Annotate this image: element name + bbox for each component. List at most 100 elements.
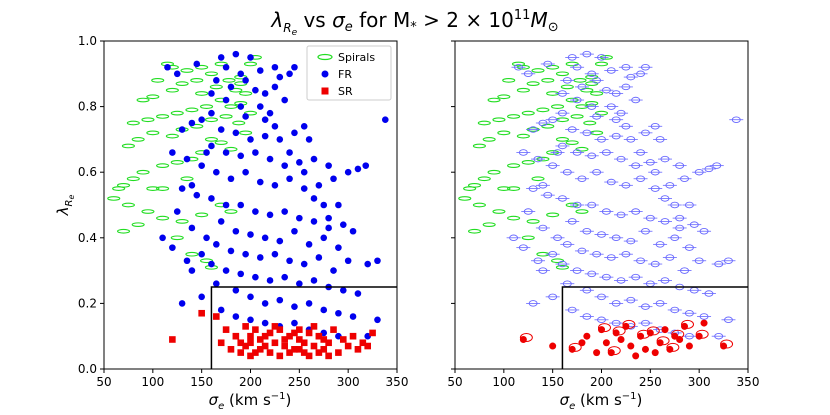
- fr-point: [325, 224, 332, 232]
- spiral-point: [239, 130, 253, 136]
- fr-point: [621, 63, 631, 71]
- fr-point: [694, 168, 704, 176]
- fr-point: [699, 313, 709, 320]
- legend-fr-marker: [321, 70, 329, 78]
- fr-point: [538, 182, 548, 189]
- sr-point: [602, 339, 610, 347]
- fr-point: [354, 165, 362, 173]
- fr-point: [286, 175, 293, 183]
- fr-point: [675, 214, 685, 222]
- fr-point: [572, 63, 582, 71]
- fr-point: [335, 201, 342, 209]
- fr-point: [597, 293, 606, 301]
- fr-point: [198, 250, 205, 258]
- left-y-ticks: 0.0 0.2 0.4 0.6 0.8 1.0: [78, 34, 104, 376]
- right-x-tick-label: 200: [590, 375, 613, 389]
- spiral-point: [126, 120, 140, 126]
- fr-point: [528, 185, 538, 192]
- sr-point: [266, 329, 274, 337]
- fr-point: [208, 195, 215, 202]
- fr-point: [660, 218, 670, 225]
- fr-point: [198, 116, 205, 124]
- fr-point: [320, 234, 328, 242]
- spiral-point: [516, 87, 530, 93]
- left-panel: 50 100 150 200 250 300 350 0.00.20.40.60.81.0 …: [54, 34, 408, 412]
- spiral-point: [224, 104, 238, 109]
- sr-point: [247, 352, 254, 360]
- fr-point: [582, 227, 592, 235]
- fr-point: [538, 267, 548, 274]
- sr-point: [627, 342, 635, 350]
- sr-point: [607, 349, 615, 357]
- spiral-point: [209, 84, 223, 90]
- chart-title: λRe vs σe for M* > 2 × 1011M⊙: [270, 8, 558, 38]
- fr-point: [305, 136, 313, 143]
- fr-point: [636, 257, 646, 265]
- spiral-point: [521, 110, 535, 116]
- sr-point: [369, 329, 376, 337]
- spiral-point: [583, 120, 597, 126]
- fr-point: [217, 306, 225, 314]
- fr-point: [611, 234, 621, 242]
- fr-point: [714, 332, 724, 340]
- sr-point: [310, 323, 318, 330]
- fr-point: [670, 201, 680, 209]
- fr-point: [256, 67, 264, 74]
- sr-point: [320, 336, 328, 343]
- fr-point: [252, 208, 259, 215]
- fr-point: [271, 250, 279, 258]
- fr-point: [271, 83, 279, 91]
- spiral-point: [590, 91, 604, 96]
- fr-point: [330, 267, 337, 274]
- fr-point: [592, 250, 602, 258]
- spiral-point: [121, 202, 135, 208]
- fr-point: [548, 250, 558, 258]
- fr-point: [183, 257, 191, 265]
- fr-point: [572, 267, 582, 274]
- sr-ellipse: [568, 342, 582, 352]
- sr-ellipse: [646, 326, 660, 336]
- fr-point: [636, 70, 646, 78]
- spiral-point: [502, 78, 516, 83]
- fr-point: [291, 303, 298, 310]
- fr-point: [704, 290, 714, 297]
- spiral-point: [136, 169, 150, 175]
- left-x-tick-label: 200: [239, 375, 262, 389]
- spiral-point: [531, 176, 545, 182]
- spiral-point: [497, 130, 511, 136]
- sr-point: [568, 345, 576, 353]
- fr-point: [203, 234, 210, 242]
- legend-sr-label: SR: [338, 85, 353, 98]
- right-x-tick-label: 50: [447, 375, 462, 389]
- spiral-point: [585, 100, 599, 106]
- sr-ellipse: [671, 329, 685, 339]
- sr-point: [549, 342, 557, 350]
- sr-point: [261, 342, 269, 350]
- fr-point: [626, 136, 636, 143]
- sr-point: [637, 332, 645, 340]
- spiral-point: [492, 117, 506, 123]
- sr-point: [344, 342, 352, 350]
- fr-point: [247, 136, 254, 143]
- fr-point: [159, 234, 166, 242]
- fr-point: [597, 54, 606, 61]
- fr-point: [514, 63, 523, 71]
- fr-point: [592, 77, 602, 84]
- spiral-point: [234, 81, 248, 86]
- left-y-tick-label: 0.2: [78, 296, 97, 310]
- fr-point: [237, 152, 245, 160]
- spiral-point: [560, 84, 574, 90]
- fr-point: [276, 237, 284, 245]
- spiral-point: [487, 97, 501, 103]
- fr-point: [684, 201, 694, 209]
- spiral-point: [156, 186, 170, 191]
- spiral-point: [482, 222, 496, 228]
- fr-point: [660, 155, 670, 163]
- spiral-point: [175, 81, 189, 86]
- spiral-point: [204, 71, 218, 77]
- fr-point: [344, 168, 352, 176]
- fr-point: [572, 149, 582, 156]
- fr-point: [222, 267, 230, 274]
- sr-ellipse: [695, 329, 709, 339]
- sr-point: [286, 332, 293, 340]
